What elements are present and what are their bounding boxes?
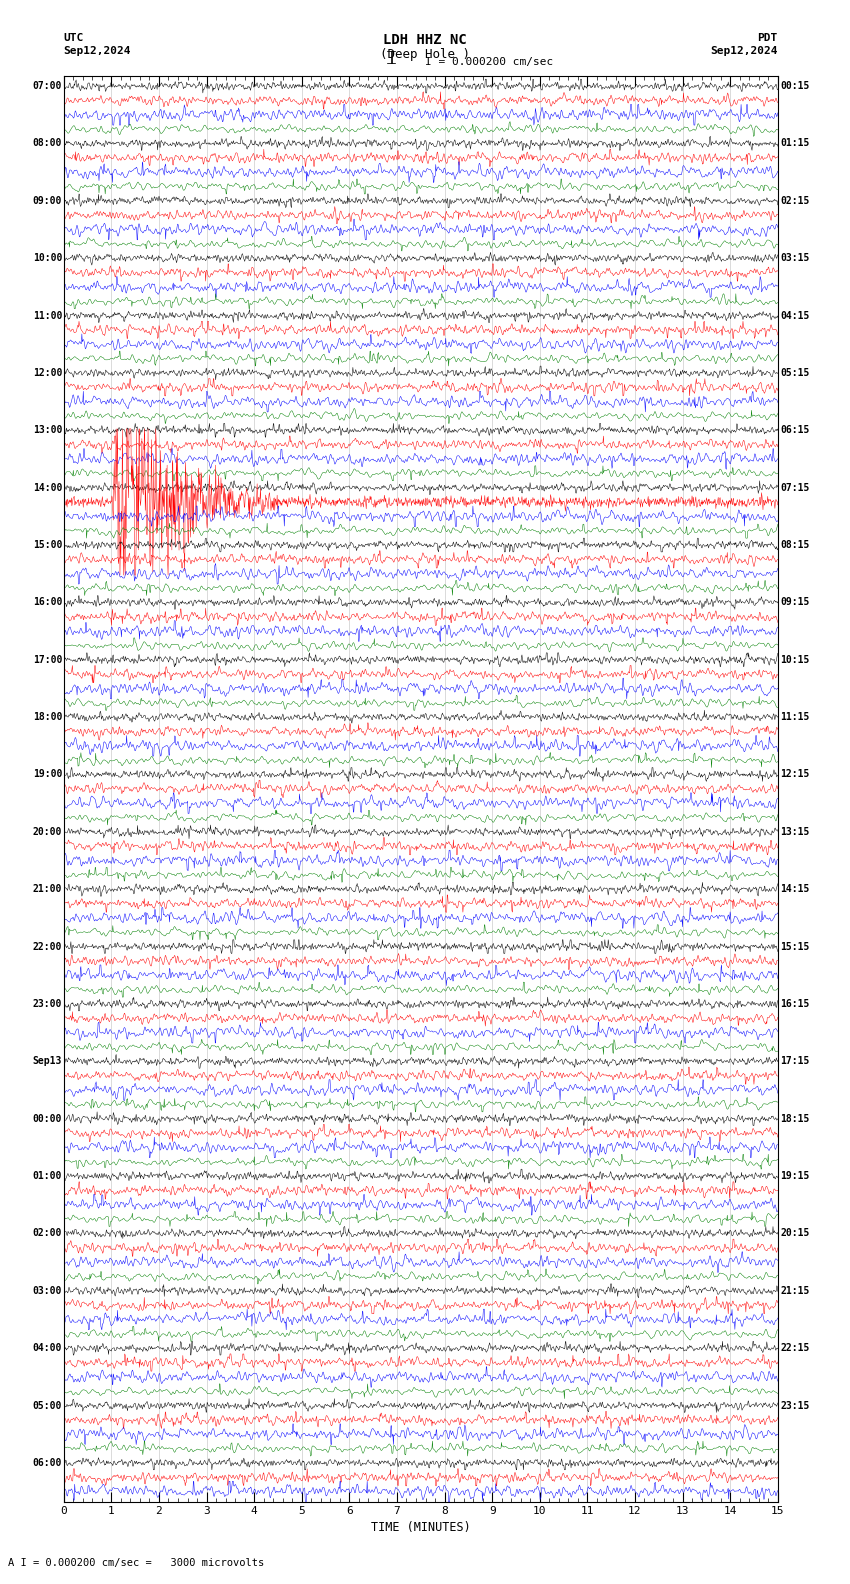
Text: I = 0.000200 cm/sec: I = 0.000200 cm/sec	[425, 57, 553, 67]
Text: 19:15: 19:15	[780, 1171, 810, 1182]
Text: 23:15: 23:15	[780, 1400, 810, 1410]
Text: 20:15: 20:15	[780, 1229, 810, 1239]
Text: Sep13: Sep13	[32, 1057, 62, 1066]
Text: 03:15: 03:15	[780, 253, 810, 263]
Text: 17:15: 17:15	[780, 1057, 810, 1066]
Text: 13:00: 13:00	[32, 425, 62, 436]
Text: 04:15: 04:15	[780, 310, 810, 320]
Text: 09:00: 09:00	[32, 196, 62, 206]
Text: 22:00: 22:00	[32, 941, 62, 952]
Text: 00:00: 00:00	[32, 1114, 62, 1123]
Text: 06:00: 06:00	[32, 1457, 62, 1468]
Text: LDH HHZ NC: LDH HHZ NC	[383, 33, 467, 48]
Text: 10:15: 10:15	[780, 654, 810, 665]
Text: A I = 0.000200 cm/sec =   3000 microvolts: A I = 0.000200 cm/sec = 3000 microvolts	[8, 1559, 264, 1568]
Text: 05:00: 05:00	[32, 1400, 62, 1410]
Text: 17:00: 17:00	[32, 654, 62, 665]
Text: 08:15: 08:15	[780, 540, 810, 550]
Text: 12:00: 12:00	[32, 367, 62, 379]
X-axis label: TIME (MINUTES): TIME (MINUTES)	[371, 1521, 471, 1533]
Text: 18:15: 18:15	[780, 1114, 810, 1123]
Text: 16:00: 16:00	[32, 597, 62, 607]
Text: 15:15: 15:15	[780, 941, 810, 952]
Text: 21:00: 21:00	[32, 884, 62, 895]
Text: (Deep Hole ): (Deep Hole )	[380, 48, 470, 60]
Text: 00:15: 00:15	[780, 81, 810, 90]
Text: 12:15: 12:15	[780, 770, 810, 779]
Text: UTC: UTC	[64, 33, 84, 43]
Text: 02:15: 02:15	[780, 196, 810, 206]
Text: 15:00: 15:00	[32, 540, 62, 550]
Text: 07:15: 07:15	[780, 483, 810, 493]
Text: 20:00: 20:00	[32, 827, 62, 836]
Text: 22:15: 22:15	[780, 1343, 810, 1353]
Text: 14:00: 14:00	[32, 483, 62, 493]
Text: 11:00: 11:00	[32, 310, 62, 320]
Text: 18:00: 18:00	[32, 713, 62, 722]
Text: PDT: PDT	[757, 33, 778, 43]
Text: 01:00: 01:00	[32, 1171, 62, 1182]
Text: 11:15: 11:15	[780, 713, 810, 722]
Text: 01:15: 01:15	[780, 138, 810, 149]
Text: 16:15: 16:15	[780, 1000, 810, 1009]
Text: Sep12,2024: Sep12,2024	[711, 46, 778, 55]
Text: 07:00: 07:00	[32, 81, 62, 90]
Text: 02:00: 02:00	[32, 1229, 62, 1239]
Text: 08:00: 08:00	[32, 138, 62, 149]
Text: 21:15: 21:15	[780, 1286, 810, 1296]
Text: 19:00: 19:00	[32, 770, 62, 779]
Text: 06:15: 06:15	[780, 425, 810, 436]
Text: 13:15: 13:15	[780, 827, 810, 836]
Text: Sep12,2024: Sep12,2024	[64, 46, 131, 55]
Text: 09:15: 09:15	[780, 597, 810, 607]
Text: 03:00: 03:00	[32, 1286, 62, 1296]
Text: 04:00: 04:00	[32, 1343, 62, 1353]
Text: 23:00: 23:00	[32, 1000, 62, 1009]
Text: 05:15: 05:15	[780, 367, 810, 379]
Text: 10:00: 10:00	[32, 253, 62, 263]
Text: 14:15: 14:15	[780, 884, 810, 895]
